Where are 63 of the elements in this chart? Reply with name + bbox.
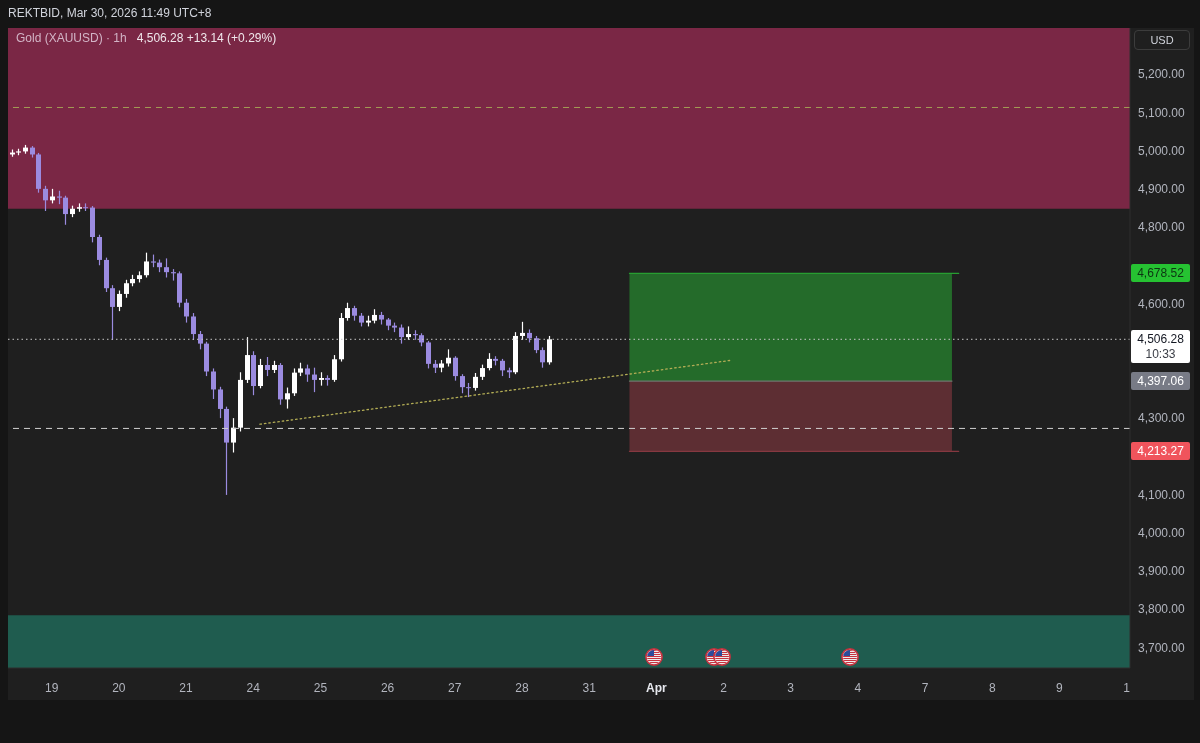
y-tick-label: 5,100.00 xyxy=(1138,105,1186,120)
text: 4,678.52 xyxy=(1131,264,1190,283)
candlestick xyxy=(144,252,149,279)
candlestick xyxy=(332,354,337,383)
ref-line-label: 4,506.28 xyxy=(1136,331,1185,349)
candlestick xyxy=(198,330,203,350)
y-tick-label: 3,700.00 xyxy=(1138,640,1186,655)
x-tick-label: 31 xyxy=(582,681,597,695)
y-tick-label: 4,900.00 xyxy=(1138,182,1186,197)
x-tick-label: 27 xyxy=(448,681,462,695)
text: 4,213.27 xyxy=(1131,442,1190,461)
x-tick-label: 3 xyxy=(787,681,795,695)
y-tick-label: 3,800.00 xyxy=(1138,602,1186,617)
x-tick-label: 4 xyxy=(854,681,862,695)
x-tick-label: Apr xyxy=(646,681,667,695)
candlestick xyxy=(258,358,263,389)
x-tick-label: 26 xyxy=(380,681,395,695)
candlestick xyxy=(184,298,189,324)
x-tick-label: 19 xyxy=(44,681,59,695)
y-tick-label: 4,600.00 xyxy=(1138,296,1186,311)
y-tick-label: 4,300.00 xyxy=(1138,411,1186,426)
chart-subtitle: 4,506.28 +13.14 (+0.29%) xyxy=(136,31,277,45)
candlestick xyxy=(460,373,465,394)
candlestick xyxy=(312,367,317,393)
candlestick xyxy=(292,367,297,397)
y-tick-label: 4,800.00 xyxy=(1138,220,1186,235)
x-tick-label: 1 xyxy=(1123,681,1131,695)
y-tick-label: 3,900.00 xyxy=(1138,564,1186,579)
candlestick xyxy=(426,340,431,370)
candlestick xyxy=(211,367,216,400)
candlestick xyxy=(399,323,404,345)
candlestick xyxy=(110,284,115,341)
text: 4,397.06 xyxy=(1131,372,1190,391)
text: REKTBID, Mar 30, 2026 11:49 UTC+8 xyxy=(8,6,212,20)
candlestick xyxy=(218,386,223,419)
candlestick xyxy=(63,195,68,226)
x-tick-label: 25 xyxy=(313,681,328,695)
text: USD xyxy=(1134,30,1190,50)
y-tick-label: 4,100.00 xyxy=(1138,487,1186,502)
chart-title: Gold (XAUUSD) · 1h xyxy=(16,31,127,45)
x-tick-label: 24 xyxy=(246,681,261,695)
text: 10:33 xyxy=(1144,347,1177,362)
x-tick-label: 9 xyxy=(1056,681,1064,695)
candlestick xyxy=(97,234,102,266)
x-tick-label: 20 xyxy=(112,681,126,695)
candlestick xyxy=(117,289,122,312)
x-tick-label: 7 xyxy=(921,681,929,695)
candlestick xyxy=(453,355,458,382)
x-tick-label: 21 xyxy=(179,681,194,695)
candlestick xyxy=(43,185,48,212)
y-tick-label: 4,000.00 xyxy=(1138,526,1186,540)
candlestick xyxy=(164,257,169,279)
candlestick xyxy=(265,356,270,377)
x-tick-label: 8 xyxy=(988,681,996,695)
candlestick xyxy=(231,417,236,454)
candlestick xyxy=(191,312,196,341)
y-tick-label: 5,200.00 xyxy=(1138,67,1186,82)
candlestick xyxy=(540,346,545,369)
candlestick xyxy=(285,386,290,410)
y-tick-label: 5,000.00 xyxy=(1138,143,1186,158)
x-tick-label: 2 xyxy=(720,681,728,695)
candlestick xyxy=(547,335,552,366)
x-tick-label: 28 xyxy=(515,681,529,695)
